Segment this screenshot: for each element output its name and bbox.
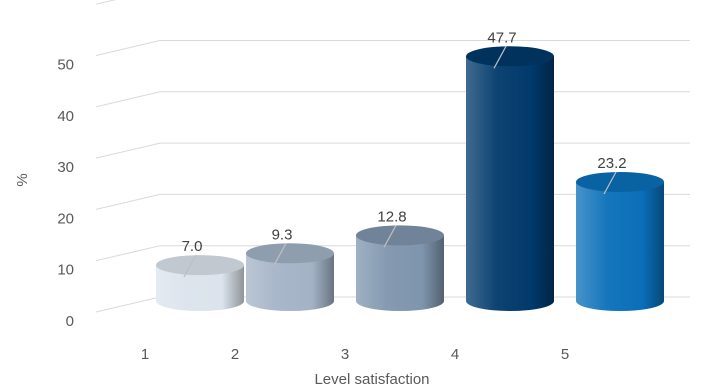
x-axis-ticks: 1 2 3 4 5	[141, 346, 569, 363]
gridline	[95, 0, 117, 5]
bar-top	[156, 255, 244, 276]
bar-top	[466, 46, 554, 67]
x-tick-label: 5	[561, 346, 569, 363]
x-tick-label: 2	[231, 346, 239, 363]
label-leader	[273, 243, 287, 266]
bar-body	[576, 181, 664, 311]
y-tick-label: 50	[57, 57, 74, 74]
data-label: 47.7	[487, 29, 516, 46]
y-tick-label: 20	[57, 210, 74, 227]
bar-1: 7.0	[156, 238, 244, 311]
bars: 7.0 9.3 12.8 47.7 23.2	[156, 29, 664, 312]
label-leader	[383, 225, 397, 248]
bar-4: 47.7	[466, 29, 554, 312]
y-tick-label: 0	[66, 313, 74, 330]
label-leader	[603, 171, 617, 195]
data-label: 12.8	[377, 208, 406, 225]
bar-body	[246, 253, 334, 311]
data-label: 7.0	[182, 238, 203, 255]
label-leader	[183, 254, 197, 278]
bar-3: 12.8	[356, 208, 444, 311]
bar-top	[246, 243, 334, 264]
bar-body	[356, 235, 444, 311]
bar-top	[576, 171, 664, 192]
data-label: 23.2	[597, 155, 626, 172]
y-axis-title: %	[14, 173, 31, 186]
y-tick-label: 10	[57, 262, 74, 279]
x-tick-label: 4	[451, 346, 459, 363]
label-leader	[493, 46, 507, 69]
x-tick-label: 1	[141, 346, 149, 363]
data-label: 9.3	[272, 226, 293, 243]
y-tick-label: 40	[57, 108, 74, 125]
bar-body	[466, 56, 554, 312]
bar-top	[356, 225, 444, 246]
y-axis-ticks: 0 10 20 30 40 50	[57, 57, 74, 331]
gridline	[95, 91, 690, 108]
gridline	[95, 40, 690, 56]
x-tick-label: 3	[341, 346, 349, 363]
bar-body	[156, 265, 244, 311]
bar-2: 9.3	[246, 226, 334, 311]
bar-5: 23.2	[576, 155, 664, 311]
y-tick-label: 30	[57, 159, 74, 176]
x-axis-title: Level satisfaction	[314, 371, 429, 388]
